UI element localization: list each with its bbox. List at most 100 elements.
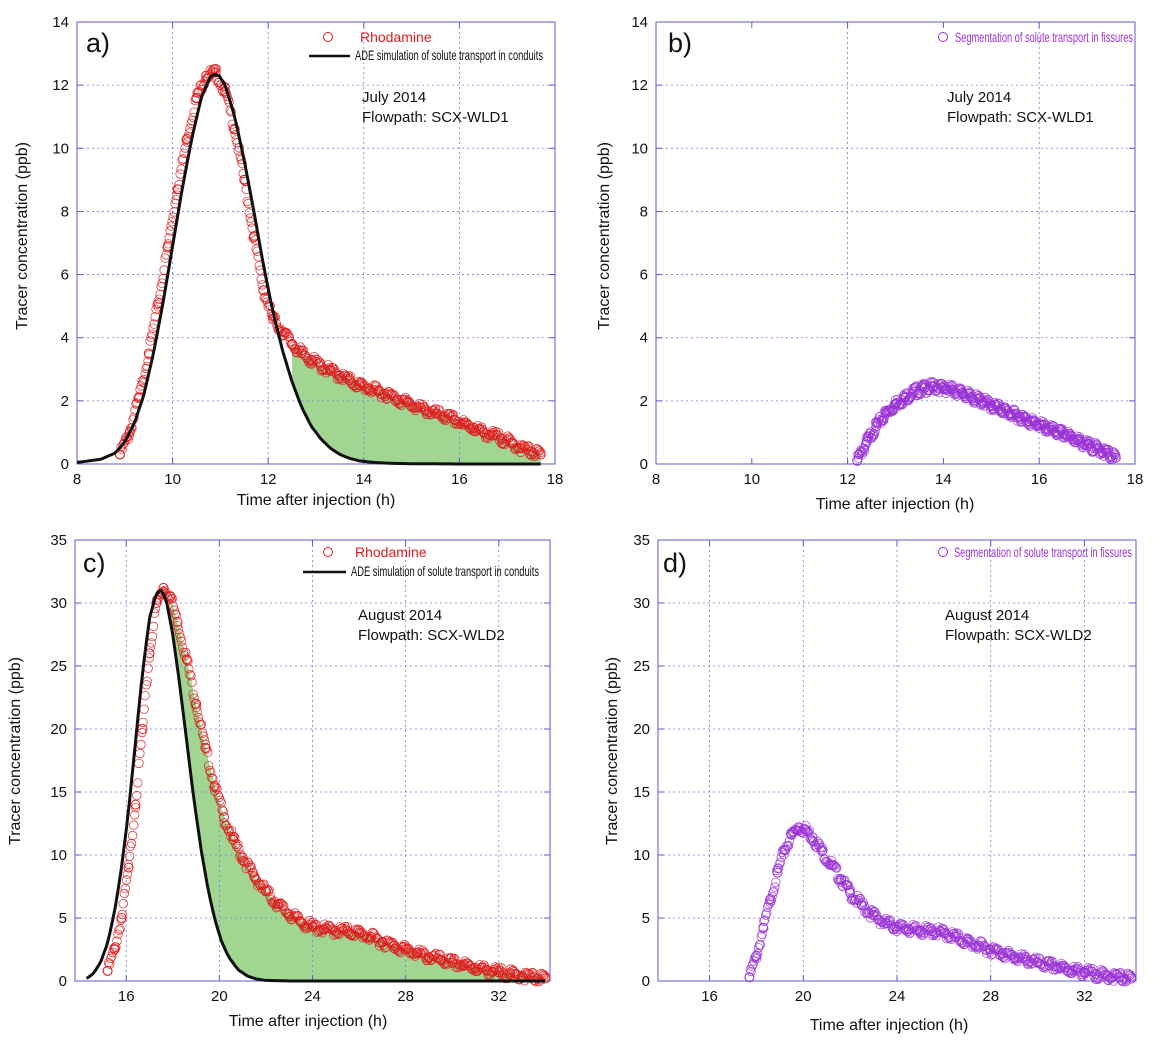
data-marker-c-0 — [491, 963, 502, 974]
y-tick-label-c: 5 — [59, 910, 67, 927]
data-marker-c-0 — [216, 798, 226, 808]
data-marker-c-0 — [275, 898, 286, 908]
data-marker-c-0 — [122, 869, 133, 879]
x-tick-label-c: 16 — [118, 988, 135, 1005]
data-marker-c-0 — [370, 932, 381, 942]
data-marker-c-0 — [194, 717, 205, 727]
annotation-flowpath-a: Flowpath: SCX-WLD1 — [362, 109, 509, 126]
panel-label-d: d) — [663, 548, 687, 578]
y-tick-label-a: 6 — [61, 267, 69, 284]
data-marker-c-0 — [105, 953, 116, 964]
y-tick-label-c: 0 — [59, 973, 67, 990]
data-marker-c-0 — [218, 806, 229, 817]
data-marker-c-0 — [189, 693, 199, 704]
legend-label-fissures-d: Segmentation of solute transport in fiss… — [954, 544, 1132, 560]
data-marker-b-0 — [887, 406, 898, 417]
data-marker-c-0 — [304, 920, 314, 930]
data-marker-d-0 — [767, 891, 777, 902]
data-marker-c-0 — [192, 707, 202, 717]
y-axis-label-d: Tracer concentration (ppb) — [604, 657, 621, 845]
data-marker-b-0 — [1039, 419, 1050, 429]
data-marker-d-0 — [1122, 968, 1133, 979]
x-tick-label-b: 16 — [1031, 471, 1048, 488]
legend-label-rhodamine-c: Rhodamine — [355, 544, 427, 560]
data-marker-a-0 — [312, 354, 323, 365]
data-marker-c-0 — [187, 677, 197, 688]
data-marker-d-0 — [775, 857, 786, 868]
data-marker-d-0 — [1004, 948, 1015, 958]
data-marker-b-0 — [1033, 421, 1043, 432]
data-marker-c-0 — [329, 930, 339, 940]
data-marker-c-0 — [182, 654, 192, 664]
panel-b: 8 10 12 14 16 18 0 2 4 6 8 10 12 14 b) Time after inj… — [596, 14, 1143, 513]
data-marker-d-0 — [830, 861, 840, 871]
y-tick-label-b: 4 — [640, 330, 648, 347]
data-marker-a-0 — [344, 373, 355, 383]
data-marker-d-0 — [773, 863, 784, 873]
data-marker-c-0 — [123, 859, 134, 870]
panel-c: 16 20 24 28 32 0 5 10 15 20 25 30 35 c) Time after i… — [7, 532, 551, 1030]
series-line-a-1 — [76, 73, 541, 466]
panel-label-a: a) — [86, 28, 110, 58]
data-marker-c-0 — [126, 838, 137, 849]
x-tick-label-b: 14 — [935, 471, 952, 488]
data-marker-a-0 — [342, 372, 353, 382]
x-tick-label-c: 24 — [304, 988, 321, 1005]
data-marker-c-0 — [273, 899, 284, 909]
data-marker-b-0 — [1085, 436, 1095, 447]
data-marker-c-0 — [226, 825, 237, 836]
x-tick-label-c: 20 — [211, 988, 228, 1005]
data-marker-d-0 — [872, 910, 882, 920]
data-marker-d-0 — [812, 836, 823, 847]
data-marker-c-0 — [324, 921, 335, 931]
data-marker-d-0 — [1095, 968, 1106, 978]
data-marker-d-0 — [768, 887, 778, 897]
data-marker-c-0 — [188, 689, 198, 700]
panel-a: 8 10 12 14 16 18 0 2 4 6 8 10 12 14 a) Time after inj… — [14, 14, 563, 509]
data-marker-a-0 — [115, 449, 125, 460]
data-marker-a-0 — [492, 430, 503, 440]
data-marker-c-0 — [121, 875, 132, 885]
x-tick-label-a: 18 — [547, 471, 564, 488]
data-marker-d-0 — [802, 826, 812, 836]
data-marker-d-0 — [912, 925, 923, 935]
data-marker-b-0 — [1107, 454, 1117, 465]
data-marker-c-0 — [430, 950, 440, 960]
data-marker-c-0 — [112, 936, 122, 946]
y-tick-label-a: 12 — [52, 77, 69, 94]
data-marker-c-0 — [167, 594, 177, 604]
data-marker-c-0 — [233, 839, 243, 850]
data-marker-c-0 — [143, 663, 153, 674]
data-marker-a-0 — [525, 449, 536, 460]
data-marker-c-0 — [181, 647, 191, 658]
data-marker-d-0 — [974, 940, 985, 951]
data-marker-c-0 — [102, 966, 113, 976]
data-marker-d-0 — [772, 865, 782, 876]
plot-area-b: 8 10 12 14 16 18 0 2 4 6 8 10 12 14 — [631, 14, 1143, 488]
x-tick-label-a: 10 — [164, 471, 181, 488]
data-marker-d-0 — [870, 907, 880, 917]
y-tick-label-a: 10 — [52, 140, 69, 157]
data-marker-a-0 — [510, 444, 521, 455]
y-tick-label-a: 14 — [52, 14, 69, 31]
plot-frame-b — [655, 21, 1136, 465]
data-marker-d-0 — [1125, 970, 1136, 980]
data-marker-c-0 — [505, 967, 515, 978]
data-marker-c-0 — [115, 924, 125, 934]
shaded-area-c — [170, 596, 546, 981]
data-marker-a-0 — [127, 423, 137, 433]
data-marker-c-0 — [119, 888, 130, 899]
x-tick-label-d: 24 — [889, 988, 906, 1005]
y-tick-label-b: 6 — [640, 267, 648, 284]
data-marker-c-0 — [191, 702, 201, 713]
data-marker-c-0 — [335, 922, 345, 932]
data-marker-c-0 — [175, 633, 186, 643]
data-marker-d-0 — [1102, 975, 1113, 985]
data-marker-b-0 — [1062, 432, 1072, 442]
data-marker-d-0 — [973, 942, 984, 953]
data-marker-d-0 — [782, 841, 793, 852]
data-marker-b-0 — [893, 401, 904, 411]
data-marker-b-0 — [885, 407, 896, 417]
data-marker-d-0 — [881, 913, 891, 924]
x-axis-label-d: Time after injection (h) — [810, 1017, 969, 1034]
